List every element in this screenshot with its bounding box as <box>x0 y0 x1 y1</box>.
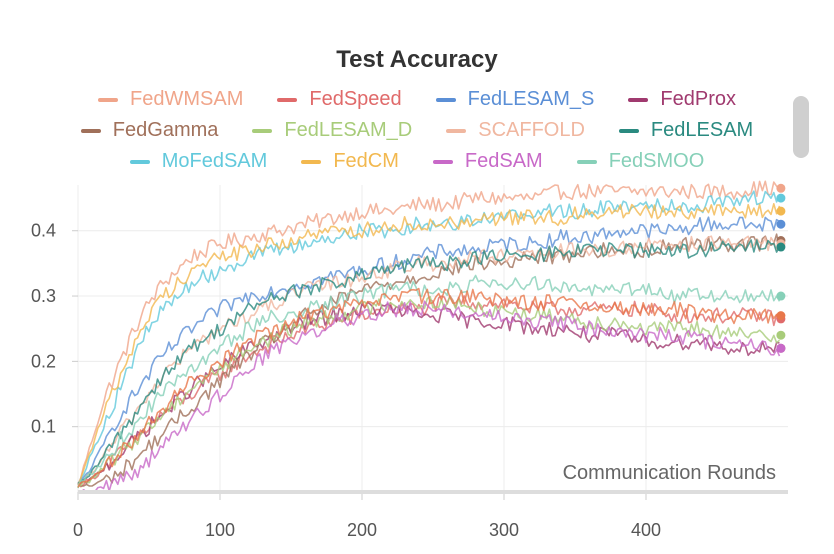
grid <box>77 185 788 492</box>
series-line <box>77 239 781 484</box>
legend-scrollbar[interactable] <box>789 92 815 164</box>
series-endpoint <box>776 330 786 340</box>
legend-swatch <box>301 159 322 164</box>
legend-label: FedLESAM_S <box>467 88 595 110</box>
legend-scrollbar-thumb[interactable] <box>793 96 809 158</box>
y-tick-label: 0.4 <box>31 221 56 241</box>
legend-swatch <box>628 97 649 102</box>
series-endpoint <box>776 183 786 193</box>
legend: FedWMSAM FedSpeed FedLESAM_S FedProx FedGamm… <box>0 84 834 170</box>
legend-label: FedCM <box>333 150 399 170</box>
series-lines <box>77 180 781 493</box>
x-tick-label: 100 <box>205 520 235 540</box>
legend-swatch <box>277 97 298 102</box>
series-line <box>77 203 781 489</box>
legend-item[interactable]: FedLESAM_D <box>252 119 412 142</box>
legend-label: FedSAM <box>464 150 543 170</box>
legend-item[interactable]: FedSMOO <box>576 150 705 170</box>
series-endpoint <box>776 206 786 216</box>
legend-swatch <box>98 97 119 102</box>
legend-item[interactable]: MoFedSAM <box>129 150 268 170</box>
legend-swatch <box>435 97 456 102</box>
series-line <box>77 235 781 484</box>
series-endpoint <box>776 291 786 301</box>
legend-label: FedLESAM <box>650 119 754 141</box>
series-endpoint <box>776 343 786 353</box>
chart-title: Test Accuracy <box>336 46 498 73</box>
legend-row: FedGamma FedLESAM_D SCAFFOLD FedLESAM <box>0 115 834 146</box>
series-endpoints <box>776 183 786 353</box>
series-endpoint <box>776 219 786 229</box>
legend-swatch <box>446 128 467 133</box>
legend-label: FedLESAM_D <box>284 119 413 141</box>
series-endpoint <box>776 193 786 203</box>
legend-row: MoFedSAM FedCM FedSAM FedSMOO <box>0 146 834 170</box>
legend-row: FedWMSAM FedSpeed FedLESAM_S FedProx <box>0 84 834 115</box>
legend-label: MoFedSAM <box>161 150 268 170</box>
series-line <box>77 287 781 488</box>
legend-item[interactable]: FedCM <box>301 150 399 170</box>
legend-item[interactable]: FedGamma <box>80 119 219 142</box>
legend-label: FedGamma <box>112 119 219 141</box>
legend-label: SCAFFOLD <box>478 119 585 141</box>
legend-item[interactable]: FedSpeed <box>277 88 402 111</box>
axes: 0.1 0.2 0.3 0.4 0 100 200 300 400 <box>31 221 788 540</box>
legend-item[interactable]: FedLESAM <box>618 119 754 142</box>
legend-swatch <box>432 159 453 164</box>
x-tick-label: 300 <box>489 520 519 540</box>
y-tick-label: 0.1 <box>31 417 56 437</box>
legend-item[interactable]: SCAFFOLD <box>446 119 585 142</box>
series-line <box>77 190 781 489</box>
series-line <box>78 300 781 493</box>
legend-label: FedProx <box>660 88 736 110</box>
series-line <box>77 216 780 485</box>
legend-swatch <box>252 128 273 133</box>
legend-swatch <box>618 128 639 133</box>
x-tick-label: 200 <box>347 520 377 540</box>
legend-item[interactable]: FedSAM <box>432 150 543 170</box>
x-axis-label: Communication Rounds <box>563 462 776 484</box>
legend-label: FedSpeed <box>309 88 402 110</box>
x-tick-label: 0 <box>73 520 83 540</box>
series-line <box>77 233 781 487</box>
y-tick-label: 0.3 <box>31 286 56 306</box>
legend-swatch <box>80 128 101 133</box>
legend-item[interactable]: FedLESAM_S <box>435 88 595 111</box>
series-line <box>77 180 781 485</box>
legend-label: FedWMSAM <box>130 88 244 110</box>
series-endpoint <box>776 242 786 252</box>
series-endpoint <box>776 311 786 321</box>
x-tick-label: 400 <box>631 520 661 540</box>
legend-item[interactable]: FedWMSAM <box>98 88 243 111</box>
legend-item[interactable]: FedProx <box>628 88 736 111</box>
legend-swatch <box>576 159 597 164</box>
y-tick-label: 0.2 <box>31 351 56 371</box>
legend-label: FedSMOO <box>608 150 705 170</box>
legend-swatch <box>129 159 150 164</box>
